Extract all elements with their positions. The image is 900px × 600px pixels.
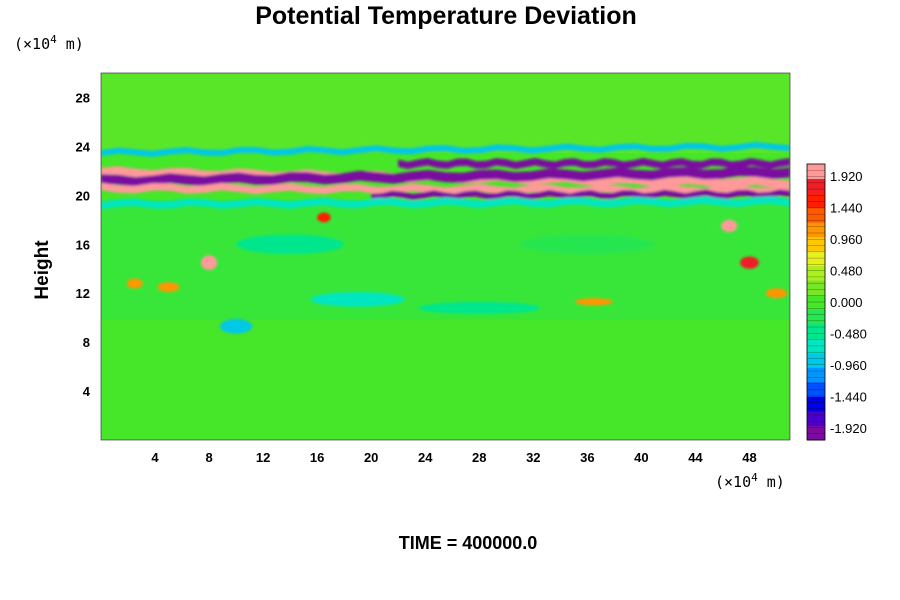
x-unit-base: (×10 [715,473,751,491]
y-tick-label: 4 [83,384,91,399]
y-axis-ticks: 4 8 12 16 20 24 28 [76,90,91,399]
field-blob [310,291,405,307]
colorbar-tick-label: 0.000 [830,295,863,310]
field-blob [765,288,788,299]
colorbar-tick-label: 0.480 [830,263,863,278]
colorbar-tick-label: 1.440 [830,200,863,215]
x-tick-label: 16 [310,450,324,465]
field-blob [200,255,218,270]
time-label: TIME = 400000.0 [399,533,538,553]
colorbar-swatch [807,222,825,238]
y-unit-exponent: 4 [50,33,57,46]
x-tick-label: 12 [256,450,270,465]
colorbar-swatch [807,236,825,252]
field-blob [418,301,541,314]
field-band [371,189,790,201]
colorbar-tick-label: -0.480 [830,327,867,342]
x-tick-label: 28 [472,450,486,465]
y-tick-label: 24 [76,139,91,154]
x-tick-label: 40 [634,450,648,465]
colorbar-tick-label: -0.960 [830,358,867,373]
field-band [398,158,790,169]
colorbar-swatch [807,294,825,310]
field-blob [157,282,180,292]
colorbar-swatch [807,381,825,397]
colorbar-swatch [807,265,825,281]
x-tick-label: 36 [580,450,594,465]
colorbar-tick-label: -1.920 [830,421,867,436]
field-blob [126,278,143,289]
upper-region-shade [101,73,790,153]
colorbar-frame [806,163,826,441]
colorbar-swatch [807,251,825,267]
colorbar-swatch [807,396,825,412]
colorbar-swatch [807,323,825,339]
x-tick-label: 32 [526,450,540,465]
y-tick-label: 20 [76,188,90,203]
colorbar-swatch [807,367,825,383]
colorbar-swatch [807,410,825,426]
field-blob [236,234,345,255]
chart-title: Potential Temperature Deviation [255,2,637,30]
y-tick-label: 8 [83,335,90,350]
plot-frame [100,72,791,441]
x-tick-label: 20 [364,450,378,465]
field-blob [721,219,738,233]
field-blob [317,212,331,223]
x-tick-label: 8 [205,450,212,465]
x-tick-label: 24 [418,450,433,465]
colorbar-swatch [807,207,825,223]
colorbar-swatch [807,309,825,325]
field-band [101,166,790,187]
colorbar-swatch [807,280,825,296]
x-axis-ticks: 4 8 12 16 20 24 28 32 36 40 44 48 [151,450,756,465]
colorbar-swatch [807,178,825,194]
field-blob [740,256,759,269]
y-unit-base: (×10 [14,35,50,53]
field-band [101,141,790,157]
colorbar-swatch [807,352,825,368]
y-tick-label: 16 [76,237,90,252]
field-features [101,141,790,334]
x-axis-unit: (×104 m) [715,471,785,491]
colorbar-ticks: 1.920 1.440 0.960 0.480 0.000 -0.480 -0.960 -1.… [830,169,867,436]
x-tick-label: 44 [688,450,703,465]
y-tick-label: 12 [76,286,90,301]
colorbar-tick-label: 0.960 [830,232,863,247]
field-blob [575,298,614,306]
colorbar-tick-label: -1.440 [830,390,867,405]
x-unit-exponent: 4 [751,471,758,484]
y-tick-label: 28 [76,90,90,105]
field-blob [519,234,655,255]
colorbar-swatch [807,425,825,441]
x-tick-label: 48 [742,450,756,465]
y-axis-label: Height [32,240,53,300]
y-unit-tail: m) [57,35,84,53]
x-unit-tail: m) [758,473,785,491]
colorbar-tick-label: 1.920 [830,169,863,184]
plot-area [101,73,790,440]
field-blob [219,318,253,334]
field-band [101,196,790,210]
colorbar-swatch [807,164,825,180]
colorbar-swatch [807,193,825,209]
y-axis-unit: (×104 m) [14,33,84,53]
x-tick-label: 4 [151,450,159,465]
colorbar [806,163,826,441]
